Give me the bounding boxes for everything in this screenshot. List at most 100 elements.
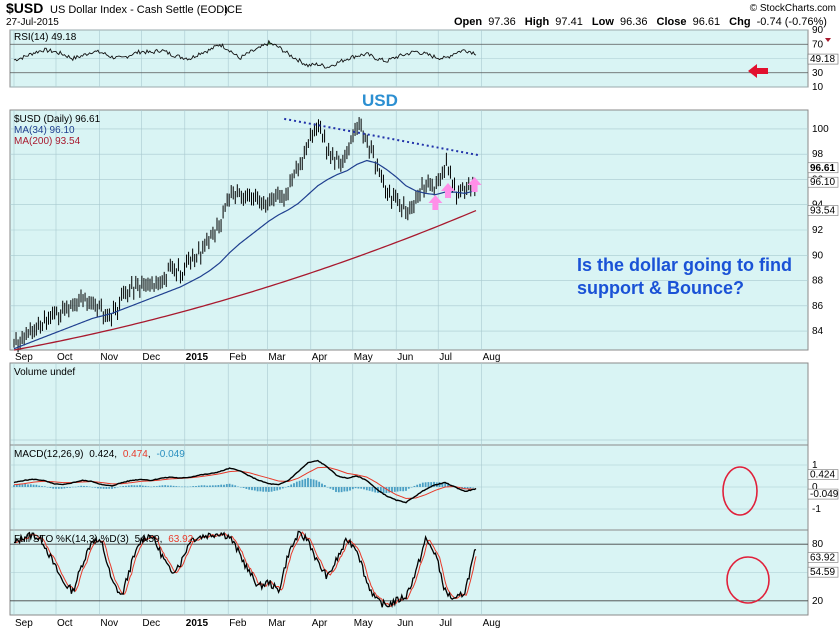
bottom-xtick-0: Sep bbox=[15, 618, 33, 629]
rsi-marker-icon bbox=[825, 38, 831, 42]
macd-hist-bar bbox=[69, 487, 71, 488]
macd-hist-bar bbox=[276, 487, 279, 491]
macd-hist-bar bbox=[46, 487, 49, 488]
ohlc-readout: Open 97.36 High 97.41 Low 96.36 Close 96… bbox=[454, 16, 827, 28]
price-ytick-4: 92 bbox=[812, 225, 824, 236]
macd-hist-bar bbox=[298, 480, 301, 487]
chg-label: Chg bbox=[729, 16, 750, 28]
macd-hist-bar bbox=[323, 485, 326, 487]
bottom-xtick-9: Jun bbox=[397, 618, 413, 629]
macd-hist-bar bbox=[167, 485, 169, 487]
price-ytick-3: 94 bbox=[812, 200, 824, 211]
macd-hist-bar bbox=[335, 487, 337, 492]
price-last-label-1: 96.10 bbox=[810, 177, 835, 188]
bottom-xtick-7: Apr bbox=[312, 618, 328, 629]
price-ytick-0: 100 bbox=[812, 124, 829, 135]
macd-hist-bar bbox=[290, 484, 293, 487]
macd-hist-bar bbox=[91, 487, 94, 488]
question-line-1: Is the dollar going to find bbox=[577, 255, 792, 275]
chart-header: $USD US Dollar Index - Cash Settle (EOD)… bbox=[6, 0, 836, 28]
macd-hist-bar bbox=[402, 487, 405, 492]
rsi-ytick-0: 90 bbox=[812, 25, 824, 36]
macd-hist-bar bbox=[407, 487, 410, 489]
price-xtick-1: Oct bbox=[57, 352, 73, 363]
macd-hist-bar bbox=[183, 486, 186, 488]
macd-hist-bar bbox=[144, 485, 147, 487]
macd-hist-bar bbox=[301, 479, 304, 487]
macd-hist-bar bbox=[430, 482, 433, 487]
macd-hist-bar bbox=[265, 487, 267, 492]
macd-hist-bar bbox=[256, 487, 259, 492]
macd-hist-bar bbox=[410, 487, 413, 488]
macd-hist-bar bbox=[66, 487, 69, 488]
macd-hist-bar bbox=[38, 485, 41, 487]
macd-hist-bar bbox=[416, 484, 419, 487]
macd-hist-bar bbox=[169, 485, 172, 487]
macd-hist-bar bbox=[421, 482, 424, 487]
macd-hist-bar bbox=[385, 487, 388, 494]
volume-panel bbox=[9, 362, 809, 446]
price-xtick-5: Feb bbox=[229, 352, 247, 363]
macd-hist-bar bbox=[262, 487, 265, 492]
price-ytick-8: 84 bbox=[812, 326, 824, 337]
macd-hist-bar bbox=[77, 486, 80, 487]
bottom-xtick-6: Mar bbox=[268, 618, 286, 629]
macd-hist-bar bbox=[419, 483, 421, 487]
ma34-line bbox=[13, 159, 477, 350]
macd-hist-bar bbox=[85, 486, 88, 487]
price-last-box-2 bbox=[807, 205, 839, 216]
macd-hist-bar bbox=[192, 486, 195, 487]
macd-hist-bar bbox=[315, 480, 318, 487]
macd-hist-bar bbox=[60, 487, 63, 489]
exchange: ICE bbox=[224, 4, 242, 16]
macd-ytick-2: -1 bbox=[812, 504, 821, 515]
macd-hist-bar bbox=[393, 487, 396, 492]
macd-hist-bar bbox=[164, 485, 167, 487]
price-xtick-11: Aug bbox=[483, 352, 501, 363]
macd-hist-bar bbox=[228, 483, 231, 487]
macd-hist-bar bbox=[295, 481, 298, 487]
macd-hist-bar bbox=[351, 487, 354, 490]
macd-hist-bar bbox=[161, 485, 164, 487]
macd-hist-bar bbox=[332, 487, 335, 490]
macd-hist-bar bbox=[158, 485, 161, 487]
price-ytick-7: 86 bbox=[812, 301, 824, 312]
macd-hist-bar bbox=[242, 487, 245, 488]
macd-hist-bar bbox=[119, 486, 122, 487]
low-label: Low bbox=[592, 16, 614, 28]
sto-legend: Full STO %K(14,3) %D(3) 54.59, 63.92 bbox=[14, 534, 194, 545]
macd-hist-bar bbox=[463, 487, 466, 490]
low-value: 96.36 bbox=[620, 16, 648, 28]
symbol: $USD bbox=[6, 0, 43, 16]
macd-hist-bar bbox=[472, 487, 475, 488]
annotation-shapes bbox=[428, 64, 770, 604]
macd-hist-bar bbox=[413, 485, 416, 487]
sto-d-value: 63.92 bbox=[168, 534, 193, 545]
sto-ytick-0: 80 bbox=[812, 539, 824, 550]
macd-sep-1: , bbox=[114, 449, 117, 460]
rsi-ytick-4: 10 bbox=[812, 82, 824, 93]
macd-hist-bar bbox=[63, 487, 66, 489]
sto-k-value: 54.59 bbox=[135, 534, 160, 545]
macd-hist-bar bbox=[94, 487, 97, 488]
macd-hist-bar bbox=[189, 486, 192, 488]
macd-hist-bar bbox=[18, 484, 21, 487]
macd-hist-bar bbox=[122, 485, 125, 487]
macd-hist-bar bbox=[21, 484, 24, 487]
macd-hist-bar bbox=[318, 481, 321, 487]
macd-hist-bar bbox=[225, 484, 228, 487]
macd-hist-bar bbox=[424, 482, 427, 487]
macd-hist-bar bbox=[374, 487, 377, 493]
sto-red-circle bbox=[726, 556, 770, 604]
macd-hist-bar bbox=[178, 486, 181, 487]
price-last-box-0 bbox=[807, 162, 839, 174]
macd-hist-bar bbox=[153, 486, 155, 487]
price-xtick-2: Nov bbox=[100, 352, 118, 363]
resistance-trendline bbox=[284, 117, 481, 157]
macd-hist-bar bbox=[343, 487, 346, 492]
rsi-last-box bbox=[807, 53, 839, 65]
macd-hist-bar bbox=[326, 487, 329, 488]
macd-hist-bar bbox=[248, 487, 251, 490]
macd-hist-bar bbox=[41, 486, 43, 487]
